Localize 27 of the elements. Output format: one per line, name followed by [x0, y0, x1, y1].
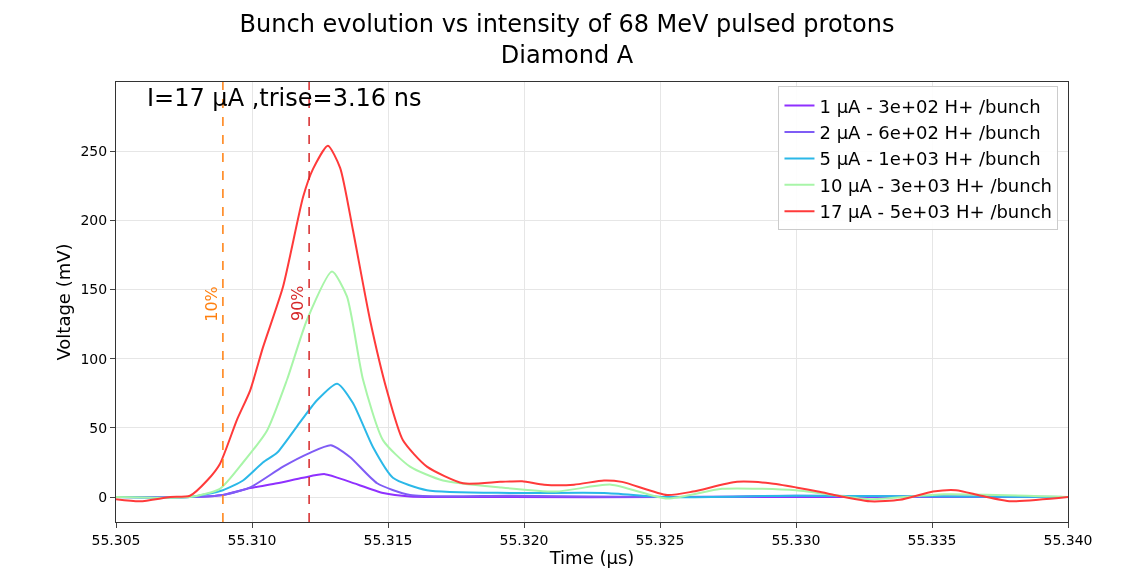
annotation: 90%: [288, 285, 308, 321]
x-tick-label: 55.310: [227, 531, 277, 548]
x-tick-label: 55.325: [635, 531, 685, 548]
legend-label: 10 µA - 3e+03 H+ /bunch: [819, 174, 1052, 196]
annotation: 10%: [202, 286, 222, 322]
x-tick-label: 55.320: [499, 531, 549, 548]
x-tick-label: 55.330: [771, 531, 821, 548]
y-tick-label: 50: [89, 419, 108, 436]
x-tick-label: 55.340: [1043, 531, 1093, 548]
legend-label: 2 µA - 6e+02 H+ /bunch: [819, 122, 1041, 144]
legend-label: 17 µA - 5e+03 H+ /bunch: [819, 201, 1052, 223]
x-tick-label: 55.305: [91, 531, 141, 548]
y-tick-label: 0: [98, 488, 108, 505]
annotation: I=17 µA ,trise=3.16 ns: [147, 84, 422, 112]
chart-subtitle: Diamond A: [500, 41, 634, 70]
x-tick-label: 55.315: [363, 531, 413, 548]
x-axis-title: Time (µs): [548, 546, 635, 568]
x-tick-label: 55.335: [907, 531, 957, 548]
legend-label: 1 µA - 3e+02 H+ /bunch: [819, 95, 1041, 117]
y-axis-title: Voltage (mV): [53, 243, 74, 361]
line-series: [116, 144, 1068, 503]
chart-title: Bunch evolution vs intensity of 68 MeV pulsed protons: [239, 10, 895, 39]
y-tick-label: 100: [80, 350, 108, 367]
y-tick-label: 150: [80, 281, 108, 298]
legend-label: 5 µA - 1e+03 H+ /bunch: [819, 148, 1041, 170]
y-tick-label: 250: [80, 143, 108, 160]
y-tick-label: 200: [80, 212, 108, 229]
